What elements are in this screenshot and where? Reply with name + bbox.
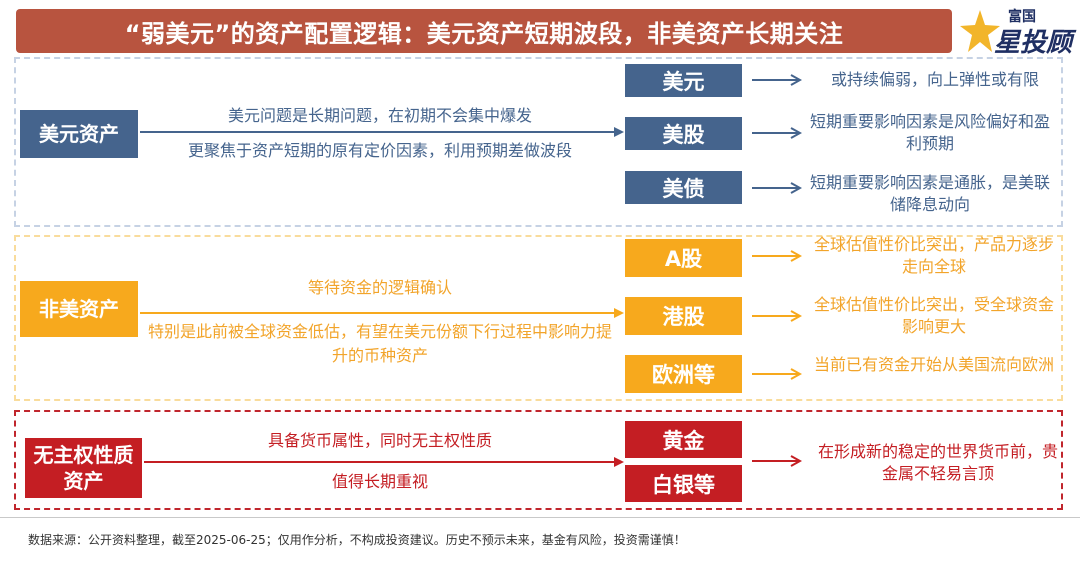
- usd-asset-label-3: 美债: [662, 176, 705, 201]
- gold-asset-label-2: 白银等: [652, 472, 715, 497]
- nonusd-asset-note-1: 全球估值性价比突出，产品力逐步走向全球: [813, 235, 1054, 276]
- gold-section-frame: [14, 410, 1063, 510]
- gold-asset-note: 在形成新的稳定的世界货币前，贵金属不轻易言顶: [818, 442, 1059, 483]
- footer-divider: [0, 517, 1080, 518]
- nonusd-asset-label-1: A股: [664, 247, 703, 271]
- nonusd-desc-line2: 特别是此前被全球资金低估，有望在美元份额下行过程中影响力提升的币种资产: [147, 322, 612, 365]
- usd-asset-box-1: 美元: [625, 64, 742, 97]
- nonusd-main-box: 非美资产: [20, 281, 138, 337]
- usd-main-label: 美元资产: [39, 122, 119, 146]
- usd-asset-box-2: 美股: [625, 117, 742, 150]
- gold-asset-box-1: 黄金: [625, 421, 742, 458]
- nonusd-asset-note-2: 全球估值性价比突出，受全球资金影响更大: [813, 295, 1054, 336]
- logo-text-main: 星投顾: [994, 28, 1073, 58]
- nonusd-desc-line1: 等待资金的逻辑确认: [307, 278, 452, 297]
- star-logo-icon: [960, 10, 1000, 52]
- gold-main-box: 无主权性质资产: [25, 438, 142, 498]
- footer-source-note: 数据来源：公开资料整理，截至2025-06-25；仅用作分析，不构成投资建议。历…: [28, 533, 686, 547]
- usd-asset-note-1: 或持续偏弱，向上弹性或有限: [830, 70, 1039, 89]
- nonusd-asset-label-3: 欧洲等: [652, 363, 715, 387]
- brand-logo: 富国 星投顾: [960, 4, 1072, 58]
- nonusd-main-label: 非美资产: [39, 297, 119, 321]
- usd-section-frame: [14, 57, 1063, 227]
- usd-asset-note-3: 短期重要影响因素是通胀，是美联储降息动向: [809, 173, 1050, 214]
- usd-desc-line2: 更聚焦于资产短期的原有定价因素，利用预期差做波段: [187, 141, 572, 160]
- nonusd-asset-box-2: 港股: [625, 297, 742, 335]
- title-banner: “弱美元”的资产配置逻辑：美元资产短期波段，非美资产长期关注: [16, 9, 952, 53]
- gold-asset-label-1: 黄金: [662, 428, 705, 453]
- nonusd-asset-box-3: 欧洲等: [625, 355, 742, 393]
- gold-desc-line1: 具备货币属性，同时无主权性质: [267, 431, 492, 450]
- gold-asset-box-2: 白银等: [625, 465, 742, 502]
- nonusd-asset-label-2: 港股: [662, 305, 705, 329]
- nonusd-asset-box-1: A股: [625, 239, 742, 277]
- page-title: “弱美元”的资产配置逻辑：美元资产短期波段，非美资产长期关注: [124, 19, 844, 48]
- usd-asset-label-1: 美元: [662, 69, 705, 94]
- nonusd-section-frame: [14, 235, 1063, 401]
- gold-main-label: 无主权性质资产: [33, 443, 134, 493]
- usd-desc-line1: 美元问题是长期问题，在初期不会集中爆发: [227, 106, 532, 125]
- usd-asset-note-2: 短期重要影响因素是风险偏好和盈利预期: [809, 112, 1050, 153]
- usd-asset-label-2: 美股: [662, 122, 705, 147]
- gold-desc-line2: 值得长期重视: [331, 472, 428, 491]
- nonusd-asset-note-3: 当前已有资金开始从美国流向欧洲: [813, 355, 1054, 374]
- usd-main-box: 美元资产: [20, 110, 138, 158]
- usd-asset-box-3: 美债: [625, 171, 742, 204]
- logo-text-top: 富国: [1008, 9, 1036, 25]
